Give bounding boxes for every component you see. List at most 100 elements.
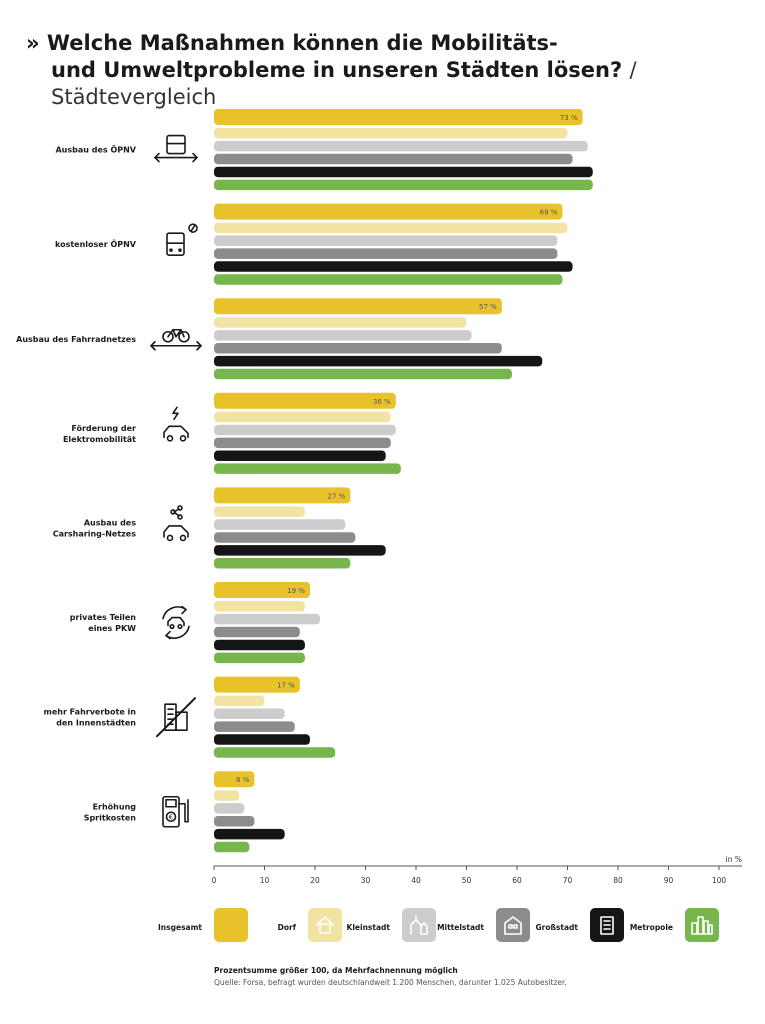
- x-tick-label: 30: [361, 876, 371, 885]
- skyline-icon: [690, 914, 714, 936]
- title-prefix: »: [26, 31, 40, 55]
- bar: [214, 109, 583, 125]
- value-label: 27 %: [328, 492, 346, 500]
- x-tick-label: 10: [260, 876, 270, 885]
- x-axis-unit: in %: [726, 855, 742, 864]
- legend-label: Großstadt: [535, 923, 578, 932]
- bar: [214, 179, 593, 191]
- legend-label: Insgesamt: [158, 923, 202, 932]
- title-line-2: und Umweltprobleme in unseren Städten lö…: [51, 58, 623, 82]
- legend-swatch: [685, 908, 719, 942]
- value-label: 73 %: [560, 114, 578, 122]
- bars-layer: 73 % Ausbau des ÖPNV 69 % kostenloser ÖPNV 5…: [16, 109, 593, 853]
- bar: [214, 368, 512, 380]
- x-tick-label: 100: [712, 876, 727, 885]
- icons-layer: €: [150, 134, 202, 828]
- bar: [214, 261, 573, 272]
- category-label: Ausbau des Fahrradnetzes: [16, 335, 136, 344]
- x-axis: 0 10 20 30 40 50 60 70 80 90 100 in %: [212, 855, 742, 885]
- bar: [214, 771, 255, 788]
- euro-sign: €: [169, 813, 173, 821]
- legend-label: Metropole: [629, 923, 673, 932]
- bar: [214, 519, 346, 530]
- bar-group: 27 %: [214, 487, 386, 569]
- bar: [214, 708, 285, 719]
- bar: [214, 411, 391, 423]
- x-tick-label: 60: [512, 876, 522, 885]
- bar: [214, 532, 356, 543]
- legend-label: Dorf: [277, 923, 296, 932]
- fuel-pump-icon: €: [162, 795, 189, 828]
- bar-chart: 73 % Ausbau des ÖPNV 69 % kostenloser ÖPNV 5…: [16, 109, 742, 885]
- x-tick-label: 40: [411, 876, 421, 885]
- bar: [214, 803, 245, 814]
- category-label: Ausbau des: [84, 518, 136, 527]
- bar: [214, 298, 502, 315]
- bar: [214, 235, 558, 246]
- bar: [214, 153, 573, 165]
- bar: [214, 450, 386, 461]
- bar: [214, 463, 401, 474]
- x-tick-label: 80: [613, 876, 623, 885]
- category-label: Elektromobilität: [63, 435, 136, 444]
- legend-swatch: [496, 908, 530, 942]
- category-label: mehr Fahrverbote in: [43, 708, 136, 717]
- car-cycle-icon: [162, 605, 190, 640]
- bar: [214, 274, 563, 285]
- value-label: 19 %: [287, 587, 305, 595]
- bar-group: 36 %: [214, 392, 401, 474]
- bar: [214, 841, 250, 853]
- electric-car-icon: [163, 406, 189, 442]
- bar: [214, 721, 295, 732]
- legend-swatch: [308, 908, 342, 942]
- legend-swatch: [402, 908, 436, 942]
- bar: [214, 330, 472, 341]
- x-tick-label: 0: [212, 876, 217, 885]
- bar: [214, 828, 285, 840]
- bar: [214, 558, 351, 569]
- x-tick-label: 90: [664, 876, 674, 885]
- bar: [214, 613, 321, 625]
- bar: [214, 166, 593, 178]
- bar: [214, 790, 240, 801]
- church-icon: [408, 914, 430, 936]
- bar: [214, 355, 543, 367]
- footnote-source: Quelle: Forsa, befragt wurden deutschlan…: [214, 978, 567, 987]
- tram-arrow-icon: [154, 134, 198, 163]
- bar-group: 19 %: [214, 582, 321, 664]
- office-building-icon: [596, 914, 618, 936]
- bar: [214, 582, 310, 598]
- bar: [214, 317, 467, 328]
- value-label: 69 %: [540, 209, 558, 217]
- bar: [214, 734, 310, 745]
- bar: [214, 248, 558, 259]
- chart-title: » Welche Maßnahmen können die Mobilitäts…: [26, 30, 765, 111]
- category-label: kostenloser ÖPNV: [55, 239, 137, 249]
- house-icon: [314, 914, 336, 936]
- category-label: Spritkosten: [84, 813, 137, 822]
- carsharing-icon: [163, 505, 189, 542]
- x-tick-label: 70: [563, 876, 573, 885]
- category-label: Erhöhung: [93, 802, 137, 811]
- bar: [214, 676, 300, 693]
- bar-group: 69 %: [214, 203, 573, 285]
- x-tick-label: 50: [462, 876, 472, 885]
- crossed-buildings-icon: [156, 697, 196, 738]
- bar: [214, 816, 255, 827]
- chart-subtitle: / Städtevergleich: [51, 58, 637, 109]
- bar: [214, 639, 305, 651]
- bar: [214, 437, 391, 449]
- category-label: eines PKW: [88, 624, 136, 633]
- category-label: privates Teilen: [70, 613, 137, 622]
- legend-swatch: [214, 908, 248, 942]
- bar: [214, 140, 588, 152]
- category-label: Carsharing-Netzes: [53, 529, 137, 538]
- bar: [214, 392, 396, 409]
- bar: [214, 343, 502, 354]
- legend-label: Kleinstadt: [346, 923, 390, 932]
- bar: [214, 222, 568, 234]
- bar: [214, 695, 265, 707]
- legend-swatch: [590, 908, 624, 942]
- title-line-1: Welche Maßnahmen können die Mobilitäts-: [46, 31, 558, 55]
- townhouse-icon: [502, 914, 524, 936]
